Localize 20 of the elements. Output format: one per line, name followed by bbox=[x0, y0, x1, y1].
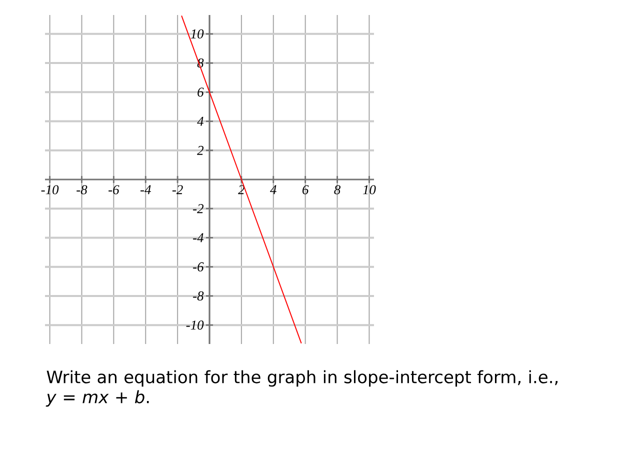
x-tick-label: 6 bbox=[302, 185, 309, 194]
y-tick-label: -8 bbox=[193, 291, 204, 301]
x-tick-label: -10 bbox=[41, 185, 59, 194]
y-tick-label: -4 bbox=[193, 233, 204, 242]
y-tick-label: -10 bbox=[186, 320, 204, 330]
x-tick-label: -8 bbox=[76, 185, 88, 194]
text: Write an equation for the graph in slope-intercept form, i.e., y = mx + b. bbox=[46, 370, 558, 407]
y-tick-label: -2 bbox=[193, 204, 204, 214]
y-tick-label: 6 bbox=[198, 88, 204, 97]
x-tick-label: 4 bbox=[270, 185, 276, 194]
x-tick-label: 8 bbox=[334, 185, 340, 194]
y-tick-label: -6 bbox=[193, 262, 204, 272]
x-tick-label: -2 bbox=[172, 185, 183, 194]
x-tick-label: -6 bbox=[108, 185, 120, 194]
y-tick-label: 4 bbox=[197, 116, 204, 126]
x-tick-label: -4 bbox=[140, 185, 151, 194]
x-tick-label: 10 bbox=[362, 185, 376, 194]
y-tick-label: 2 bbox=[197, 146, 204, 155]
y-tick-label: 10 bbox=[190, 29, 204, 38]
line-series bbox=[181, 15, 302, 344]
